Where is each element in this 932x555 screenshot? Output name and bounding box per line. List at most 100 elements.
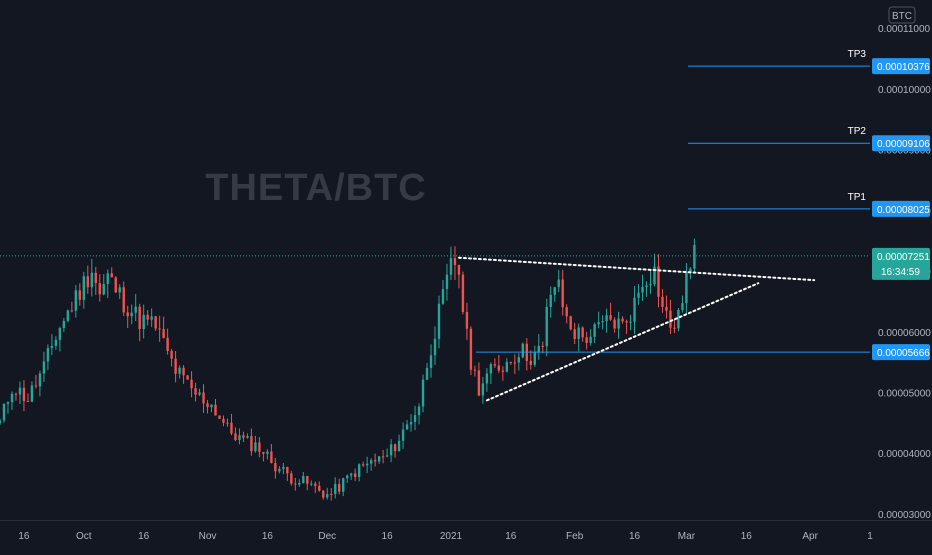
candle-body — [593, 324, 596, 337]
symbol-badge[interactable]: BTC — [888, 6, 916, 24]
candle-body — [561, 279, 564, 308]
candle — [342, 477, 345, 497]
candle — [581, 326, 584, 342]
candle — [14, 392, 18, 401]
candle — [6, 401, 10, 414]
candle — [385, 448, 389, 458]
candle-body — [421, 379, 425, 407]
candle-body — [373, 460, 377, 462]
price-tag-label-tp2: 0.00009106 — [877, 139, 930, 150]
price-tick-label: 0.00006000 — [878, 328, 931, 339]
level-label-tp1: TP1 — [848, 192, 867, 203]
candle-body — [577, 327, 580, 339]
candle — [361, 461, 365, 468]
time-tick-label: Mar — [678, 531, 696, 542]
candle — [593, 322, 596, 344]
candle-body — [166, 337, 169, 351]
candle — [98, 274, 101, 302]
candle-body — [198, 392, 201, 395]
candle-body — [322, 490, 325, 498]
time-tick-label: 2021 — [440, 531, 463, 542]
candle — [302, 471, 305, 484]
candle-body — [170, 350, 173, 359]
candle-body — [485, 373, 489, 384]
candle — [433, 326, 437, 365]
candle-body — [210, 404, 213, 408]
candle-body — [629, 321, 632, 323]
candle — [230, 413, 233, 436]
candle — [645, 281, 648, 297]
candle — [226, 418, 229, 427]
time-axis[interactable]: 16 Oct 16 Nov 16 Dec 16 2021 16 Feb 16 Mar 16 Apr 1 — [18, 531, 873, 542]
candle — [178, 365, 181, 379]
candle — [409, 414, 413, 432]
candle — [194, 382, 197, 402]
candle — [513, 354, 517, 374]
candle-body — [653, 266, 656, 285]
price-tag-tp2 — [872, 135, 930, 152]
candle — [34, 375, 38, 389]
candle-body — [617, 318, 620, 329]
candle-body — [62, 320, 66, 328]
candle — [549, 286, 552, 318]
candle-body — [441, 288, 445, 304]
candle-body — [330, 493, 333, 495]
time-tick-label: Nov — [199, 531, 217, 542]
candle — [102, 274, 105, 296]
candle-body — [306, 476, 309, 484]
candle — [661, 289, 664, 313]
candle — [106, 269, 109, 298]
candle — [78, 283, 82, 306]
candle — [278, 466, 281, 474]
candle-body — [621, 318, 624, 322]
candle-body — [497, 365, 501, 371]
candle — [222, 415, 225, 427]
candle-body — [505, 361, 509, 372]
candle-body — [425, 367, 429, 380]
candle — [162, 316, 165, 339]
candle-body — [58, 327, 62, 340]
candle-body — [246, 436, 249, 438]
candle — [381, 449, 385, 464]
candle-body — [150, 316, 153, 320]
candle-body — [234, 433, 237, 441]
candle-body — [286, 466, 289, 474]
candle-body — [469, 328, 473, 370]
candle — [50, 334, 54, 355]
level-label-tp2: TP2 — [848, 126, 867, 137]
candle-body — [513, 362, 517, 364]
candle-body — [18, 387, 22, 395]
candle — [310, 480, 313, 487]
candle — [541, 341, 544, 354]
candle — [457, 264, 461, 289]
candle — [369, 458, 373, 471]
price-axis[interactable]: 0.000110000.000100000.000090000.00008000… — [872, 24, 931, 521]
candle — [573, 322, 576, 345]
candle-body — [98, 283, 101, 295]
candle — [673, 319, 676, 334]
candle-body — [102, 283, 105, 295]
candle-body — [142, 314, 145, 330]
candle — [346, 474, 349, 483]
time-tick-label: 16 — [382, 531, 394, 542]
candle — [206, 400, 209, 414]
candle-body — [565, 307, 568, 317]
candle — [258, 437, 261, 458]
time-tick-label: 16 — [629, 531, 641, 542]
candle — [425, 362, 429, 381]
candle-body — [206, 403, 209, 408]
candle — [170, 348, 173, 367]
candle-body — [30, 385, 34, 402]
candle-body — [278, 468, 281, 472]
candle-body — [601, 321, 604, 323]
candle-body — [453, 258, 457, 266]
candle-body — [250, 436, 253, 452]
candle-body — [46, 348, 50, 362]
candle — [685, 263, 688, 314]
candle-body — [214, 404, 217, 416]
candle-body — [326, 493, 329, 498]
candle-body — [22, 387, 26, 402]
candle-body — [521, 343, 524, 358]
